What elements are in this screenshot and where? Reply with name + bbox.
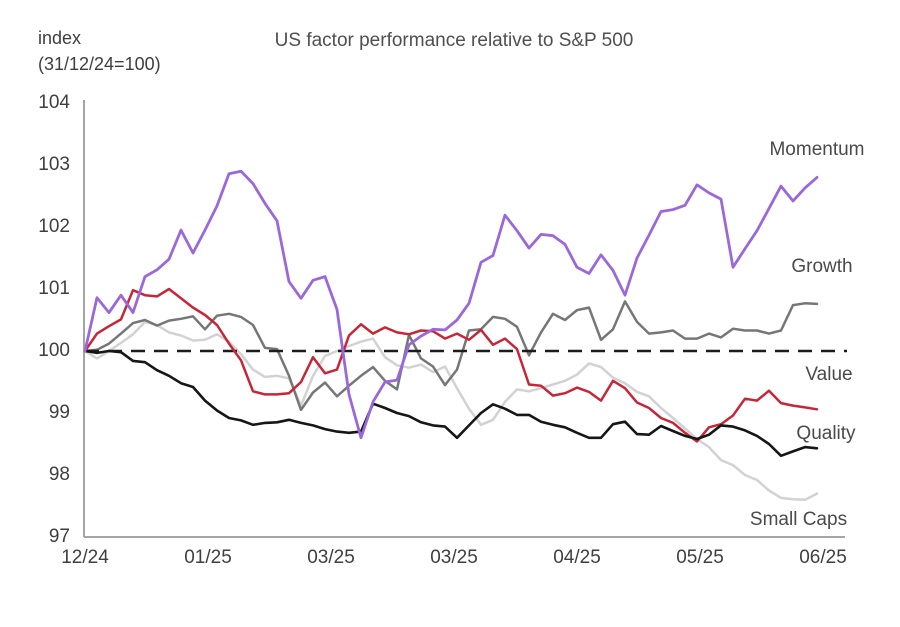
x-tick-03-25-a: 03/25 (307, 547, 355, 568)
series-line-momentum (83, 169, 819, 440)
series-lines-layer (83, 169, 847, 502)
y-tick-102: 102 (38, 216, 70, 237)
y-tick-100: 100 (38, 340, 70, 361)
series-label-momentum: Momentum (769, 139, 865, 160)
x-axis-tick-labels: 12/24 01/25 03/25 03/25 04/25 05/25 06/2… (50, 547, 858, 569)
x-tick-03-25-b: 03/25 (430, 547, 478, 568)
series-line-quality (83, 349, 819, 458)
series-label-quality: Quality (796, 423, 856, 444)
x-tick-01-25: 01/25 (184, 547, 232, 568)
series-label-value: Value (805, 364, 853, 385)
x-tick-12-24: 12/24 (61, 547, 109, 568)
x-tick-06-25: 06/25 (799, 547, 847, 568)
series-line-growth (83, 300, 819, 412)
y-tick-98: 98 (48, 464, 70, 485)
series-label-small-caps: Small Caps (749, 509, 848, 530)
y-tick-101: 101 (38, 278, 70, 299)
series-line-small-caps (83, 320, 819, 502)
y-tick-99: 99 (48, 402, 70, 423)
series-line-value (83, 287, 819, 443)
series-label-growth: Growth (791, 256, 853, 277)
y-tick-97: 97 (48, 526, 70, 547)
y-tick-104: 104 (38, 92, 70, 113)
y-axis-tick-labels: 104 103 102 101 100 99 98 97 (14, 92, 70, 548)
x-tick-04-25: 04/25 (553, 547, 601, 568)
chart-title: US factor performance relative to S&P 50… (274, 30, 634, 51)
x-tick-05-25: 05/25 (676, 547, 724, 568)
y-axis-unit-label: index (38, 28, 82, 48)
y-axis-base-label: (31/12/24=100) (38, 54, 161, 74)
y-tick-103: 103 (38, 154, 70, 175)
